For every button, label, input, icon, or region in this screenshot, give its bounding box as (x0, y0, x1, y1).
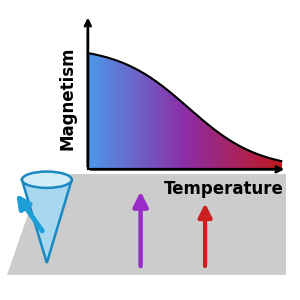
Ellipse shape (22, 172, 72, 188)
Polygon shape (7, 174, 286, 275)
Polygon shape (22, 180, 72, 263)
Text: Temperature: Temperature (164, 180, 284, 198)
Text: Magnetism: Magnetism (58, 46, 76, 150)
